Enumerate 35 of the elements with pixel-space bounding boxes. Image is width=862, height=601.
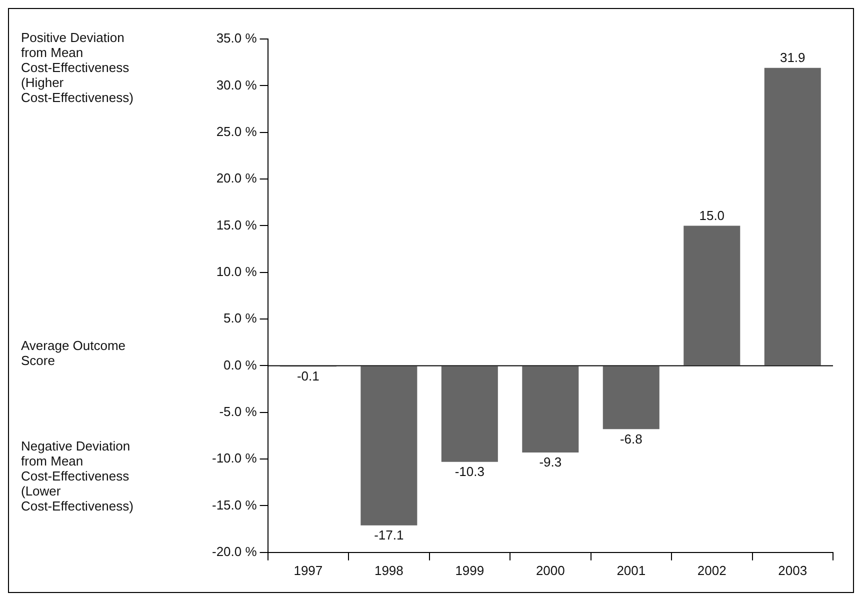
y-tick-label: -10.0 %: [212, 450, 258, 466]
x-tick-label: 2003: [778, 562, 808, 578]
y-tick-label: -5.0 %: [219, 404, 258, 419]
data-label: -10.3: [454, 464, 484, 479]
x-tick-label: 2002: [697, 562, 726, 578]
text: Average Outcome Score: [21, 338, 126, 368]
y-tick-label: 30.0 %: [216, 77, 258, 92]
data-label: -6.8: [620, 431, 642, 446]
y-tick-label: 25.0 %: [216, 124, 258, 139]
x-tick-label: 1997: [294, 562, 323, 578]
x-tick-label: 2000: [536, 562, 565, 578]
data-label: -9.3: [539, 454, 562, 470]
bar: [360, 366, 418, 526]
y-tick-label: 15.0 %: [216, 217, 258, 232]
data-label: 15.0: [699, 208, 725, 223]
y-tick-label: 35.0 %: [216, 30, 258, 46]
data-label: -0.1: [296, 368, 320, 384]
y-tick-label: -20.0 %: [212, 544, 258, 559]
y-tick-label: 5.0 %: [224, 310, 258, 326]
x-tick-label: 2001: [616, 562, 646, 578]
bar: [522, 366, 579, 453]
text: Positive Deviation from Mean Cost-Effectiveness (Higher Cost-Effectiveness): [21, 30, 134, 106]
x-tick-label: 1998: [374, 562, 404, 578]
bar: [684, 226, 740, 366]
y-tick-label: 20.0 %: [216, 170, 258, 186]
text: Negative Deviation from Mean Cost-Effectiveness (Lower Cost-Effectiveness): [21, 438, 134, 514]
y-tick-label: 0.0 %: [224, 357, 258, 372]
data-label: -17.1: [374, 527, 404, 542]
bar: [441, 366, 498, 462]
data-label: 31.9: [780, 50, 806, 66]
bar: [602, 366, 660, 430]
y-tick-label: -15.0 %: [212, 497, 258, 512]
y-tick-label: 10.0 %: [216, 264, 258, 279]
bar: [764, 68, 821, 366]
x-tick-label: 1999: [455, 562, 484, 578]
